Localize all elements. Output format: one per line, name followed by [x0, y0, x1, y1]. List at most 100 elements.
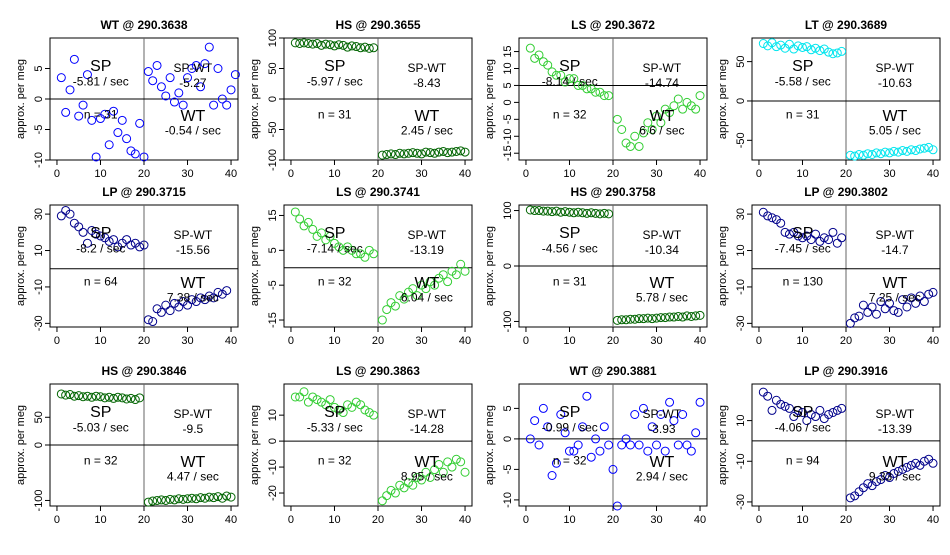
data-point	[893, 466, 903, 476]
data-point	[325, 231, 335, 241]
data-point	[165, 306, 175, 316]
data-point	[621, 434, 631, 444]
data-point	[863, 307, 873, 317]
y-tick-label: -100	[267, 149, 279, 171]
n-label: n = 31	[553, 275, 587, 289]
n-label: n = 64	[84, 275, 118, 289]
x-tick-label: 10	[796, 514, 808, 526]
data-point	[91, 229, 101, 239]
data-point	[634, 314, 644, 324]
y-tick-label: 5	[502, 82, 514, 88]
data-point	[867, 149, 877, 159]
data-point	[665, 108, 675, 118]
data-point	[222, 491, 232, 501]
y-axis-label: approx. per meg	[484, 405, 496, 485]
panel-5: LP @ 290.3715 0 10 20 30 40 -30 -10 10 30 approx. …	[15, 185, 239, 347]
y-tick-label: -100	[502, 310, 514, 332]
data-point	[161, 300, 171, 310]
data-point	[183, 494, 193, 504]
sp-label: SP	[792, 58, 813, 75]
data-point	[898, 146, 908, 156]
x-tick-label: 30	[181, 168, 193, 180]
wt-rate: 7.25 / sec	[869, 290, 921, 304]
data-point	[902, 302, 912, 312]
x-tick-label: 30	[181, 335, 193, 347]
data-point	[109, 235, 119, 245]
data-point	[643, 313, 653, 323]
spwt-value: -14.74	[645, 76, 679, 90]
data-point	[364, 408, 374, 418]
data-point	[421, 147, 431, 157]
data-point	[222, 100, 232, 110]
data-point	[299, 387, 309, 397]
data-point	[135, 393, 145, 403]
panel-4: LT @ 290.3689 0 10 20 30 40 -50 0 50 approx. per …	[717, 18, 941, 180]
data-point	[351, 249, 361, 259]
data-point	[156, 82, 166, 92]
panel-7: HS @ 290.3758 0 10 20 30 40 -100 0 100 approx. pe…	[484, 185, 708, 347]
data-point	[686, 446, 696, 456]
data-point	[867, 302, 877, 312]
data-point	[156, 307, 166, 317]
data-point	[638, 128, 648, 138]
data-point	[412, 291, 422, 301]
data-point	[148, 76, 158, 86]
data-point	[850, 313, 860, 323]
data-point	[369, 410, 379, 420]
y-tick-label: 15	[267, 209, 279, 221]
data-point	[924, 289, 934, 299]
x-tick-label: 40	[927, 335, 939, 347]
data-point	[815, 405, 825, 415]
data-point	[139, 240, 149, 250]
data-point	[824, 235, 834, 245]
data-point	[876, 297, 886, 307]
data-point	[854, 311, 864, 321]
data-point	[386, 485, 396, 495]
x-tick-label: 40	[694, 514, 706, 526]
data-point	[630, 131, 640, 141]
wt-label: WT	[649, 454, 674, 471]
data-point	[793, 41, 803, 51]
data-point	[230, 70, 240, 80]
data-point	[395, 148, 405, 158]
data-point	[130, 149, 140, 159]
data-point	[854, 149, 864, 159]
data-point	[312, 38, 322, 48]
y-tick-label: 0	[33, 96, 45, 102]
data-point	[525, 434, 535, 444]
y-tick-label: 10	[735, 414, 747, 426]
sp-label: SP	[559, 58, 580, 75]
spwt-label: SP-WT	[174, 61, 213, 75]
x-tick-label: 30	[883, 168, 895, 180]
sp-label: SP	[90, 404, 111, 421]
sp-label: SP	[559, 225, 580, 242]
wt-rate: 5.05 / sec	[869, 123, 921, 137]
data-point	[169, 495, 179, 505]
data-point	[582, 84, 592, 94]
y-tick-label: 10	[735, 244, 747, 256]
data-point	[213, 492, 223, 502]
sp-rate: -5.97 / sec	[307, 75, 363, 89]
data-point	[880, 471, 890, 480]
data-point	[161, 91, 171, 101]
data-point	[621, 315, 631, 325]
x-tick-label: 0	[756, 335, 762, 347]
y-tick-label: -10	[267, 459, 279, 475]
y-tick-label: 10	[502, 62, 514, 74]
data-point	[438, 146, 448, 156]
panel-title: LS @ 290.3863	[336, 364, 420, 378]
x-tick-label: 0	[54, 335, 60, 347]
data-point	[451, 146, 461, 156]
spwt-label: SP-WT	[876, 61, 915, 75]
x-tick-label: 10	[328, 335, 340, 347]
data-point	[617, 315, 627, 325]
data-point	[329, 41, 339, 51]
data-point	[551, 70, 561, 80]
y-tick-label: -10	[502, 492, 514, 508]
sp-label: SP	[324, 225, 345, 242]
data-point	[669, 416, 679, 426]
data-point	[556, 207, 566, 217]
data-point	[187, 493, 197, 503]
sp-label: SP	[90, 225, 111, 242]
data-point	[152, 495, 162, 505]
